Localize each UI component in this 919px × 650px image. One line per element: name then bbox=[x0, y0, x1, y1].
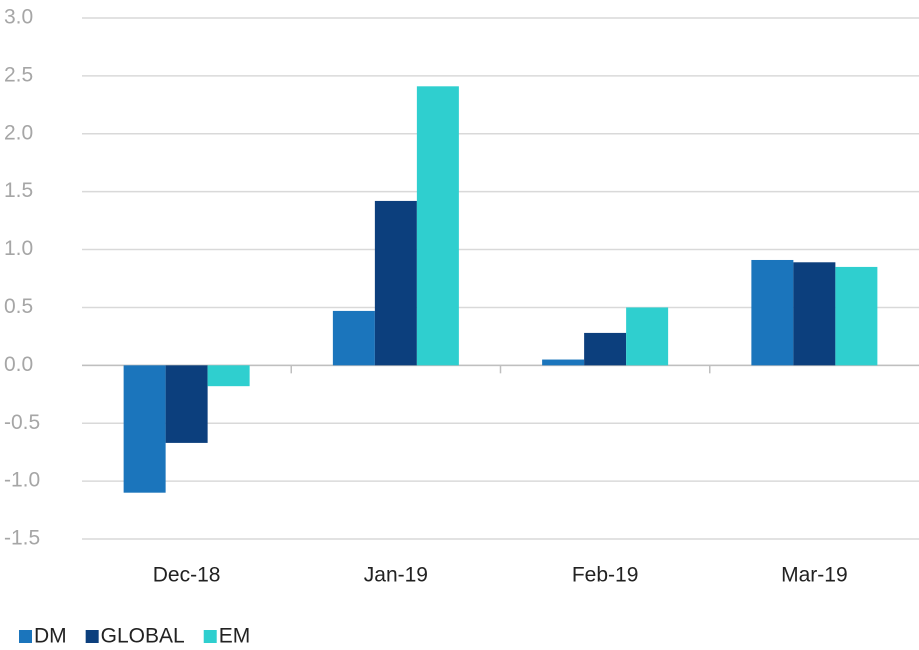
bar bbox=[165, 365, 208, 443]
y-tick-label: 2.0 bbox=[4, 121, 33, 144]
legend-swatch bbox=[85, 630, 99, 643]
y-tick-label: -1.5 bbox=[4, 527, 40, 550]
x-tick-label: Jan-19 bbox=[364, 564, 428, 587]
legend-swatch bbox=[203, 630, 217, 643]
legend-swatch bbox=[19, 630, 32, 643]
legend-label: DM bbox=[34, 625, 67, 648]
y-tick-label: 1.5 bbox=[4, 179, 33, 202]
x-tick-label: Dec-18 bbox=[153, 564, 221, 587]
x-tick-label: Feb-19 bbox=[572, 564, 639, 587]
y-tick-label: 2.5 bbox=[4, 63, 33, 86]
y-tick-label: 3.0 bbox=[4, 6, 33, 29]
bar bbox=[374, 200, 417, 366]
bar bbox=[123, 365, 166, 493]
y-tick-label: 0.0 bbox=[4, 353, 33, 376]
y-tick-label: -0.5 bbox=[4, 411, 40, 434]
legend-label: GLOBAL bbox=[101, 625, 185, 648]
x-tick-label: Mar-19 bbox=[781, 564, 848, 587]
bar bbox=[835, 266, 878, 366]
bar bbox=[793, 262, 836, 366]
y-tick-label: -1.0 bbox=[4, 469, 40, 492]
y-tick-label: 1.0 bbox=[4, 237, 33, 260]
bar bbox=[584, 332, 627, 366]
y-tick-label: 0.5 bbox=[4, 295, 33, 318]
legend-label: EM bbox=[219, 625, 251, 648]
bar bbox=[207, 365, 250, 387]
bar bbox=[416, 86, 459, 366]
bar bbox=[332, 310, 375, 366]
bar bbox=[751, 259, 794, 366]
bar bbox=[626, 307, 669, 366]
bar bbox=[542, 359, 585, 366]
